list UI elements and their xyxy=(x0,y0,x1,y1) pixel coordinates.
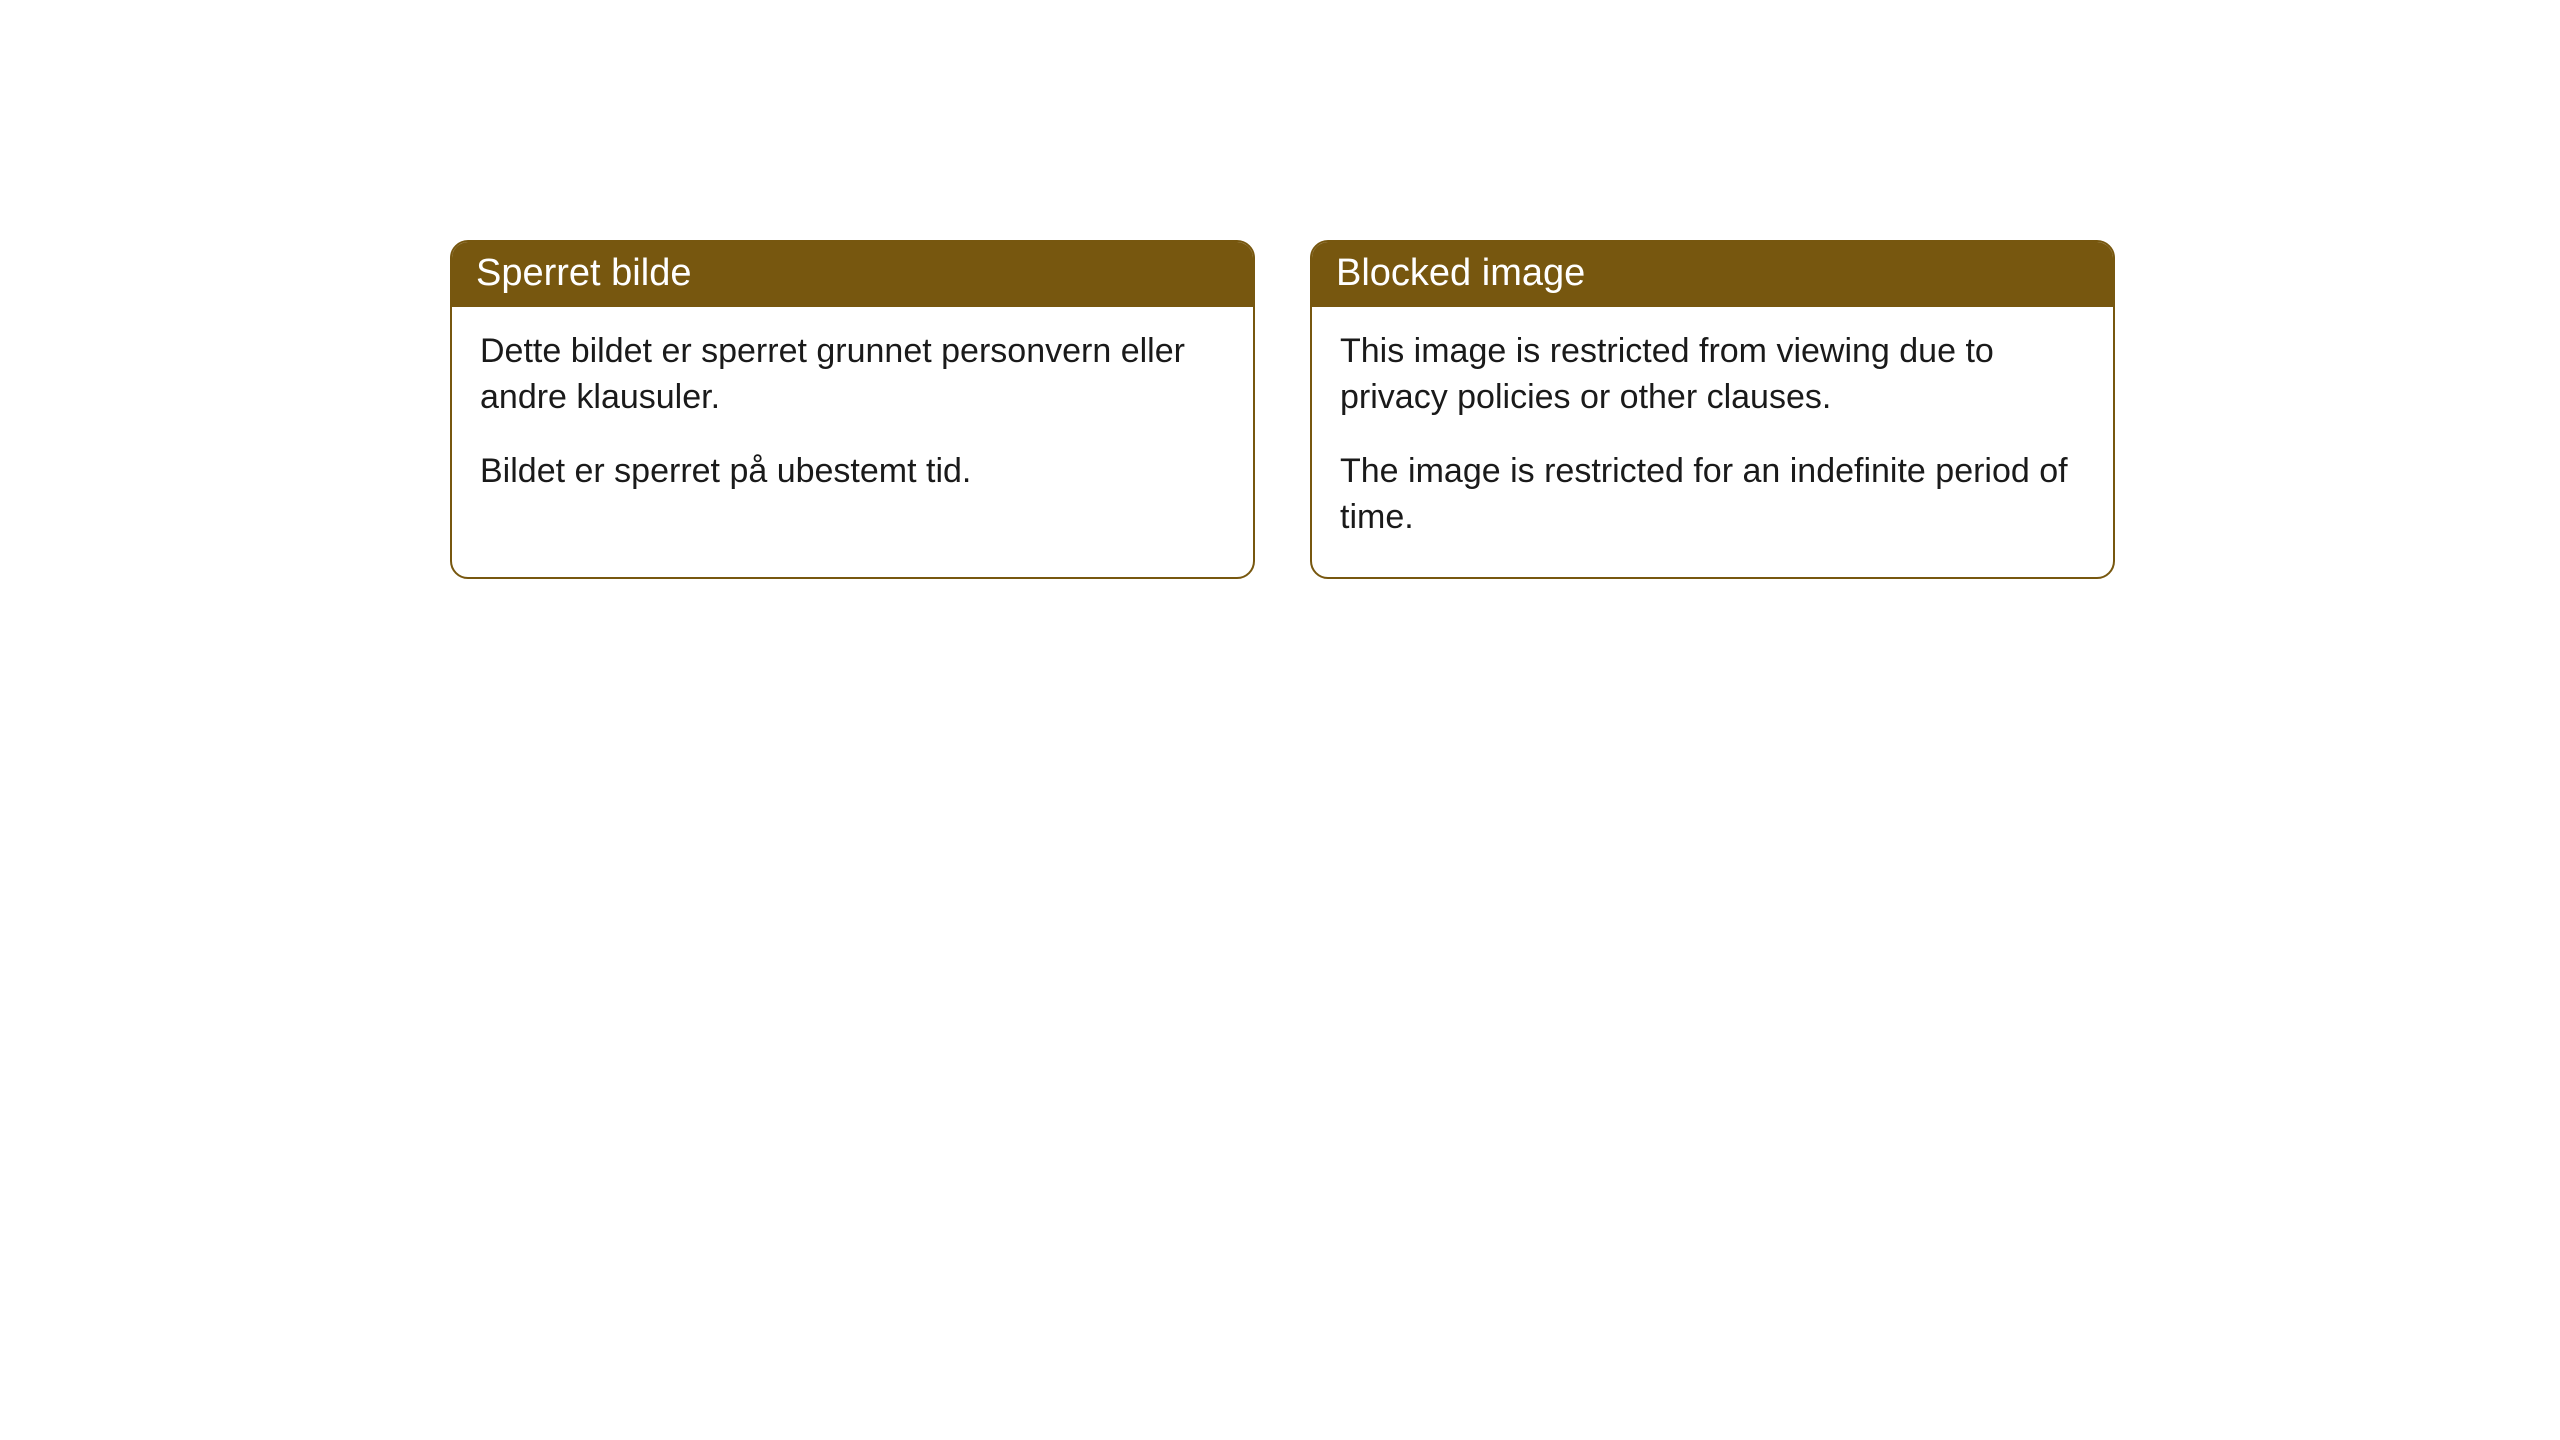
blocked-image-card-no: Sperret bilde Dette bildet er sperret gr… xyxy=(450,240,1255,579)
blocked-image-card-en: Blocked image This image is restricted f… xyxy=(1310,240,2115,579)
card-paragraph-1-en: This image is restricted from viewing du… xyxy=(1340,329,2085,421)
card-body-en: This image is restricted from viewing du… xyxy=(1312,307,2113,577)
card-header-no: Sperret bilde xyxy=(452,242,1253,307)
card-paragraph-2-en: The image is restricted for an indefinit… xyxy=(1340,449,2085,541)
card-paragraph-1-no: Dette bildet er sperret grunnet personve… xyxy=(480,329,1225,421)
card-paragraph-2-no: Bildet er sperret på ubestemt tid. xyxy=(480,449,1225,495)
card-body-no: Dette bildet er sperret grunnet personve… xyxy=(452,307,1253,531)
card-header-en: Blocked image xyxy=(1312,242,2113,307)
notice-cards-container: Sperret bilde Dette bildet er sperret gr… xyxy=(0,0,2560,579)
